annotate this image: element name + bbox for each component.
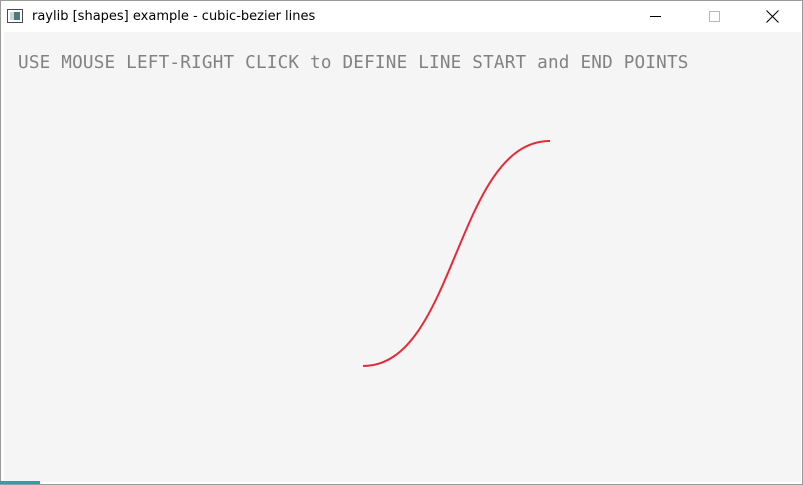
cubic-bezier-line: [362, 140, 551, 367]
bezier-canvas: [362, 140, 551, 367]
app-icon-fill: [10, 12, 20, 20]
minimize-button[interactable]: [633, 1, 679, 32]
app-icon[interactable]: [7, 9, 23, 23]
window-title: raylib [shapes] example - cubic-bezier l…: [32, 9, 316, 24]
render-canvas[interactable]: USE MOUSE LEFT-RIGHT CLICK to DEFINE LIN…: [4, 32, 801, 482]
title-bar[interactable]: raylib [shapes] example - cubic-bezier l…: [1, 1, 802, 32]
app-icon-highlight: [10, 12, 14, 20]
taskbar-accent: [0, 481, 40, 484]
maximize-button[interactable]: [691, 1, 737, 32]
maximize-icon: [709, 11, 720, 22]
close-button[interactable]: [750, 1, 796, 32]
instruction-text: USE MOUSE LEFT-RIGHT CLICK to DEFINE LIN…: [18, 52, 689, 73]
close-icon: [766, 10, 779, 23]
minimize-icon: [650, 16, 661, 17]
